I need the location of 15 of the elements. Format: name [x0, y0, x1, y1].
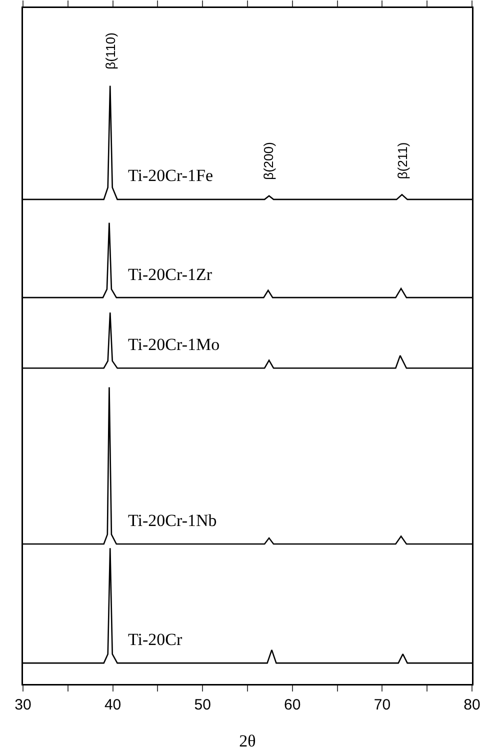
annotation: β(211) — [394, 142, 410, 180]
x-tick-label: 30 — [14, 696, 32, 714]
x-tick-label: 70 — [374, 696, 391, 714]
x-tick-label: 50 — [194, 696, 211, 714]
x-tick-label: 60 — [284, 696, 301, 714]
series-label: Ti-20Cr-1Fe — [128, 166, 213, 185]
series-label: Ti-20Cr-1Nb — [128, 511, 217, 530]
series-label: Ti-20Cr-1Zr — [128, 265, 212, 284]
series-label: Ti-20Cr — [128, 630, 183, 649]
x-tick-label: 40 — [104, 696, 122, 714]
series-label: Ti-20Cr-1Mo — [128, 335, 220, 354]
x-axis-title: 2θ — [239, 732, 256, 751]
annotation: β(110) — [102, 32, 118, 70]
annotation: β(200) — [261, 142, 276, 180]
x-tick-label: 80 — [464, 696, 480, 714]
